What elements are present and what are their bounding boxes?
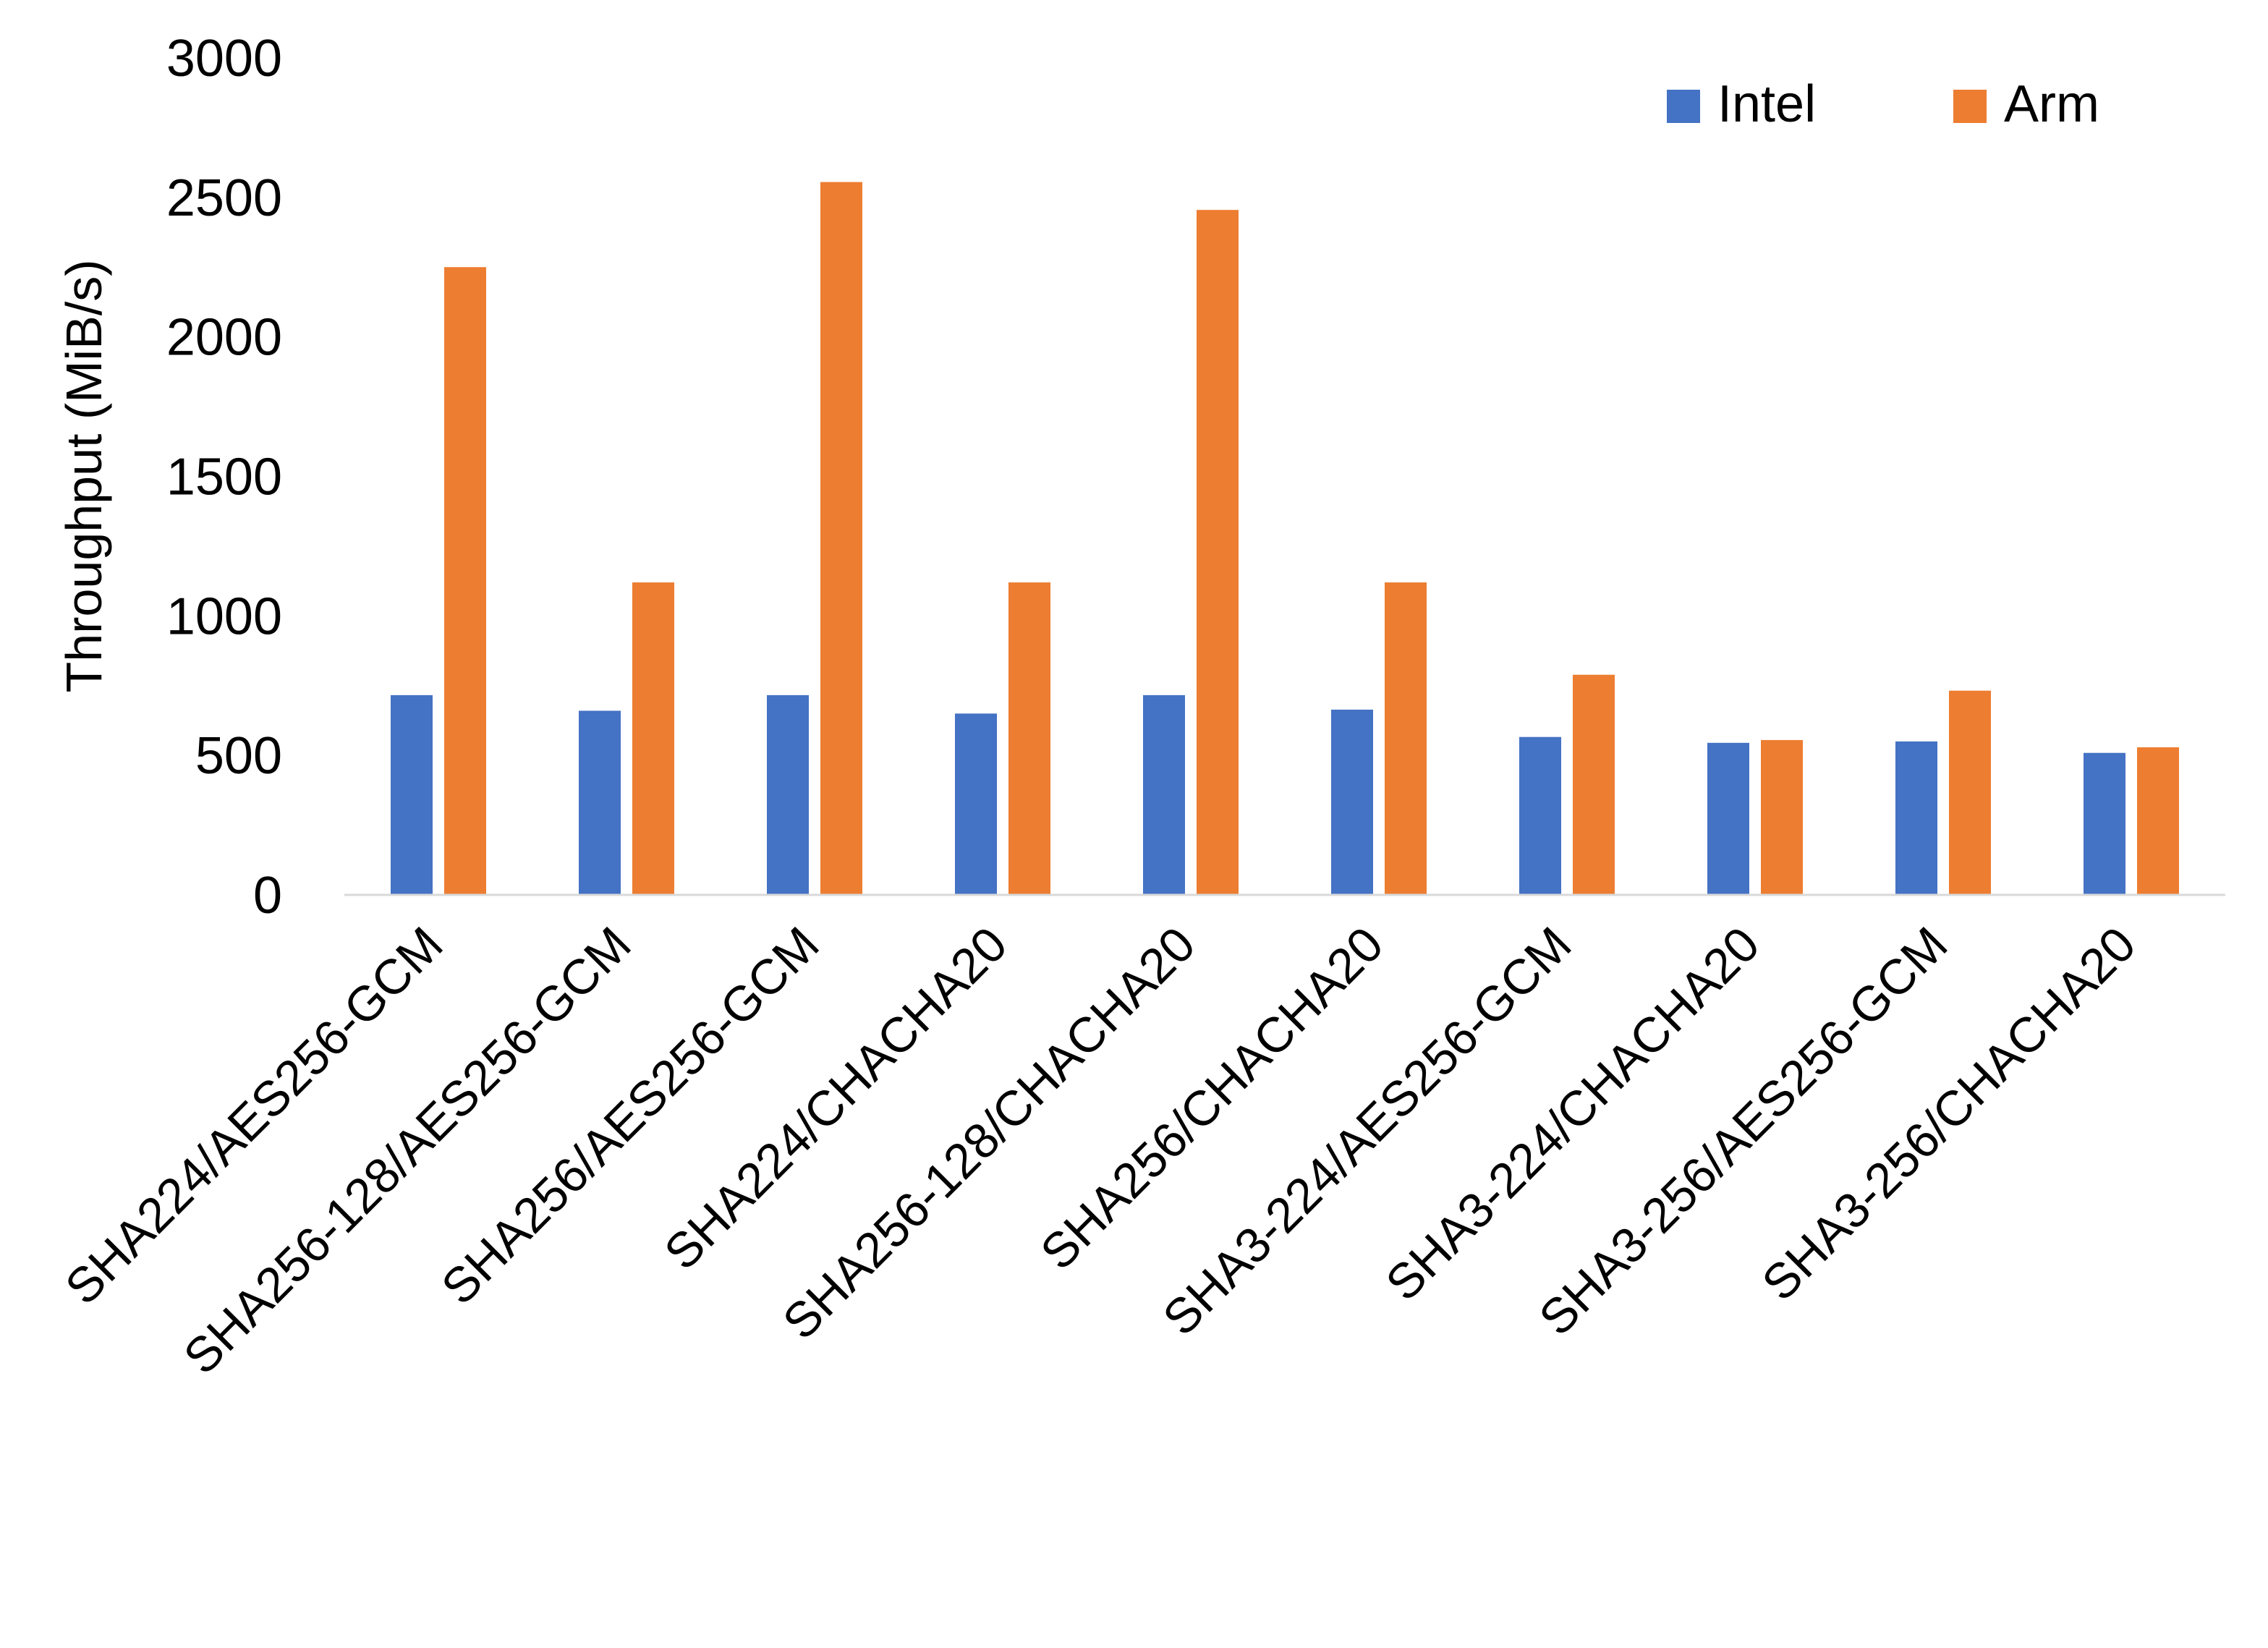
x-tick-label: SHA224/AES256-GCM [55, 917, 454, 1315]
bar-intel-2 [579, 710, 621, 895]
bar-arm-8 [1761, 739, 1803, 895]
y-tick-label: 1000 [166, 587, 282, 645]
legend-swatch-intel [1667, 90, 1700, 123]
bar-arm-7 [1573, 674, 1615, 895]
bar-intel-7 [1519, 736, 1561, 895]
bar-intel-1 [391, 695, 433, 895]
y-axis-label: Throughput (MiB/s) [56, 259, 112, 692]
y-tick-label: 2500 [166, 169, 282, 227]
bar-intel-3 [767, 695, 809, 895]
bar-arm-4 [1008, 582, 1050, 895]
bar-intel-6 [1331, 709, 1373, 895]
bar-arm-10 [2137, 747, 2179, 895]
y-tick-label: 0 [253, 867, 282, 925]
x-tick-label: SHA224/CHACHA20 [654, 917, 1018, 1280]
legend-label-intel: Intel [1717, 75, 1816, 133]
x-axis-labels: SHA224/AES256-GCMSHA256-128/AES256-GCMSH… [55, 917, 2146, 1385]
bar-arm-5 [1197, 210, 1239, 895]
x-tick-label: SHA256/CHACHA20 [1030, 917, 1394, 1280]
y-tick-label: 500 [195, 727, 282, 785]
bars [391, 182, 2179, 895]
y-tick-label: 3000 [166, 30, 282, 88]
bar-intel-5 [1143, 695, 1185, 895]
y-tick-label: 1500 [166, 449, 282, 506]
legend: Intel Arm [1667, 75, 2099, 133]
x-tick-label: SHA256/AES256-GCM [431, 917, 830, 1315]
bar-intel-10 [2084, 752, 2125, 895]
bar-intel-9 [1895, 741, 1937, 895]
x-tick-label: SHA3-256/CHACHA20 [1751, 917, 2146, 1311]
bar-arm-9 [1949, 690, 1991, 895]
bar-arm-6 [1385, 582, 1427, 895]
y-tick-label: 2000 [166, 309, 282, 367]
legend-label-arm: Arm [2004, 75, 2099, 133]
bar-intel-8 [1707, 742, 1749, 895]
bar-intel-4 [955, 713, 997, 895]
legend-swatch-arm [1953, 90, 1987, 123]
y-axis-ticks: 0 500 1000 1500 2000 2500 3000 [166, 30, 282, 925]
bar-arm-3 [820, 182, 862, 895]
bar-arm-1 [444, 267, 486, 895]
bar-arm-2 [632, 582, 674, 895]
x-tick-label: SHA3-224/CHACHA20 [1375, 917, 1770, 1311]
